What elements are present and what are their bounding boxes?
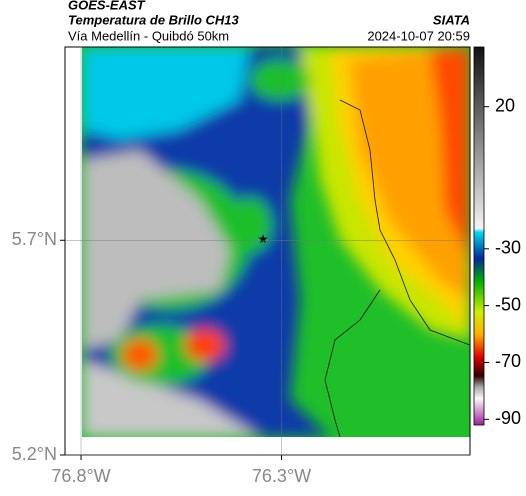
- x-tick-label: 76.8°W: [51, 466, 110, 486]
- route: Vía Medellín - Quibdó 50km: [68, 28, 229, 43]
- colorbar-tick-label: -70: [495, 351, 521, 371]
- colorbar-tick-label: -30: [495, 238, 521, 258]
- satellite-image: [82, 47, 470, 437]
- source: SIATA: [433, 12, 470, 27]
- colorbar-tick-label: -90: [495, 408, 521, 428]
- timestamp: 2024-10-07 20:59: [367, 28, 470, 43]
- title: GOES-EAST: [68, 0, 146, 12]
- y-tick-label: 5.7°N: [12, 229, 57, 249]
- colorbar-tick-label: -50: [495, 294, 521, 314]
- colorbar-tick-label: 20: [495, 95, 515, 115]
- subtitle: Temperatura de Brillo CH13: [68, 12, 240, 27]
- colorbar: [473, 46, 485, 426]
- x-tick-label: 76.3°W: [252, 466, 311, 486]
- location-marker: ★: [258, 232, 269, 246]
- y-tick-label: 5.2°N: [12, 444, 57, 464]
